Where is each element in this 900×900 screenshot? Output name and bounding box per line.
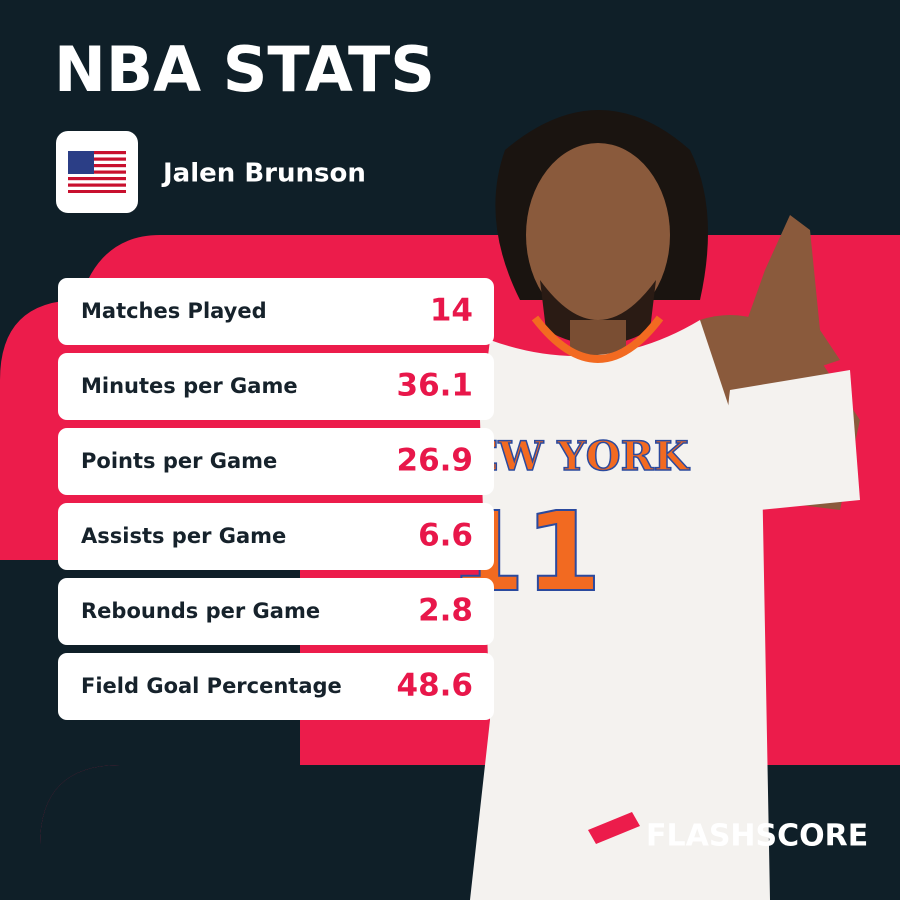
- stat-label: Points per Game: [81, 449, 277, 473]
- stat-label: Rebounds per Game: [81, 599, 320, 623]
- player-name: Jalen Brunson: [161, 159, 366, 189]
- stat-label: Matches Played: [81, 299, 267, 323]
- brand-name: FLASHSCORE: [646, 819, 868, 854]
- stat-row: [58, 578, 494, 645]
- stat-value: 2.8: [418, 593, 473, 629]
- title: NBA STATS: [54, 33, 435, 106]
- stat-value: 6.6: [418, 518, 473, 554]
- stat-row: [58, 278, 494, 345]
- stat-row: [58, 653, 494, 720]
- stat-value: 48.6: [397, 668, 474, 704]
- stat-row: [58, 353, 494, 420]
- stat-label: Assists per Game: [81, 524, 286, 548]
- stat-row: [58, 503, 494, 570]
- stat-label: Minutes per Game: [81, 374, 298, 398]
- brand: FLASHSCORE: [588, 812, 868, 854]
- stat-value: 36.1: [397, 368, 474, 404]
- stats-list: Matches Played 14 Minutes per Game 36.1 Poin…: [58, 278, 494, 720]
- flag-usa: [68, 151, 126, 193]
- stat-value: 26.9: [397, 443, 474, 479]
- stat-label: Field Goal Percentage: [81, 674, 342, 698]
- stat-row: [58, 428, 494, 495]
- stat-value: 14: [430, 293, 473, 329]
